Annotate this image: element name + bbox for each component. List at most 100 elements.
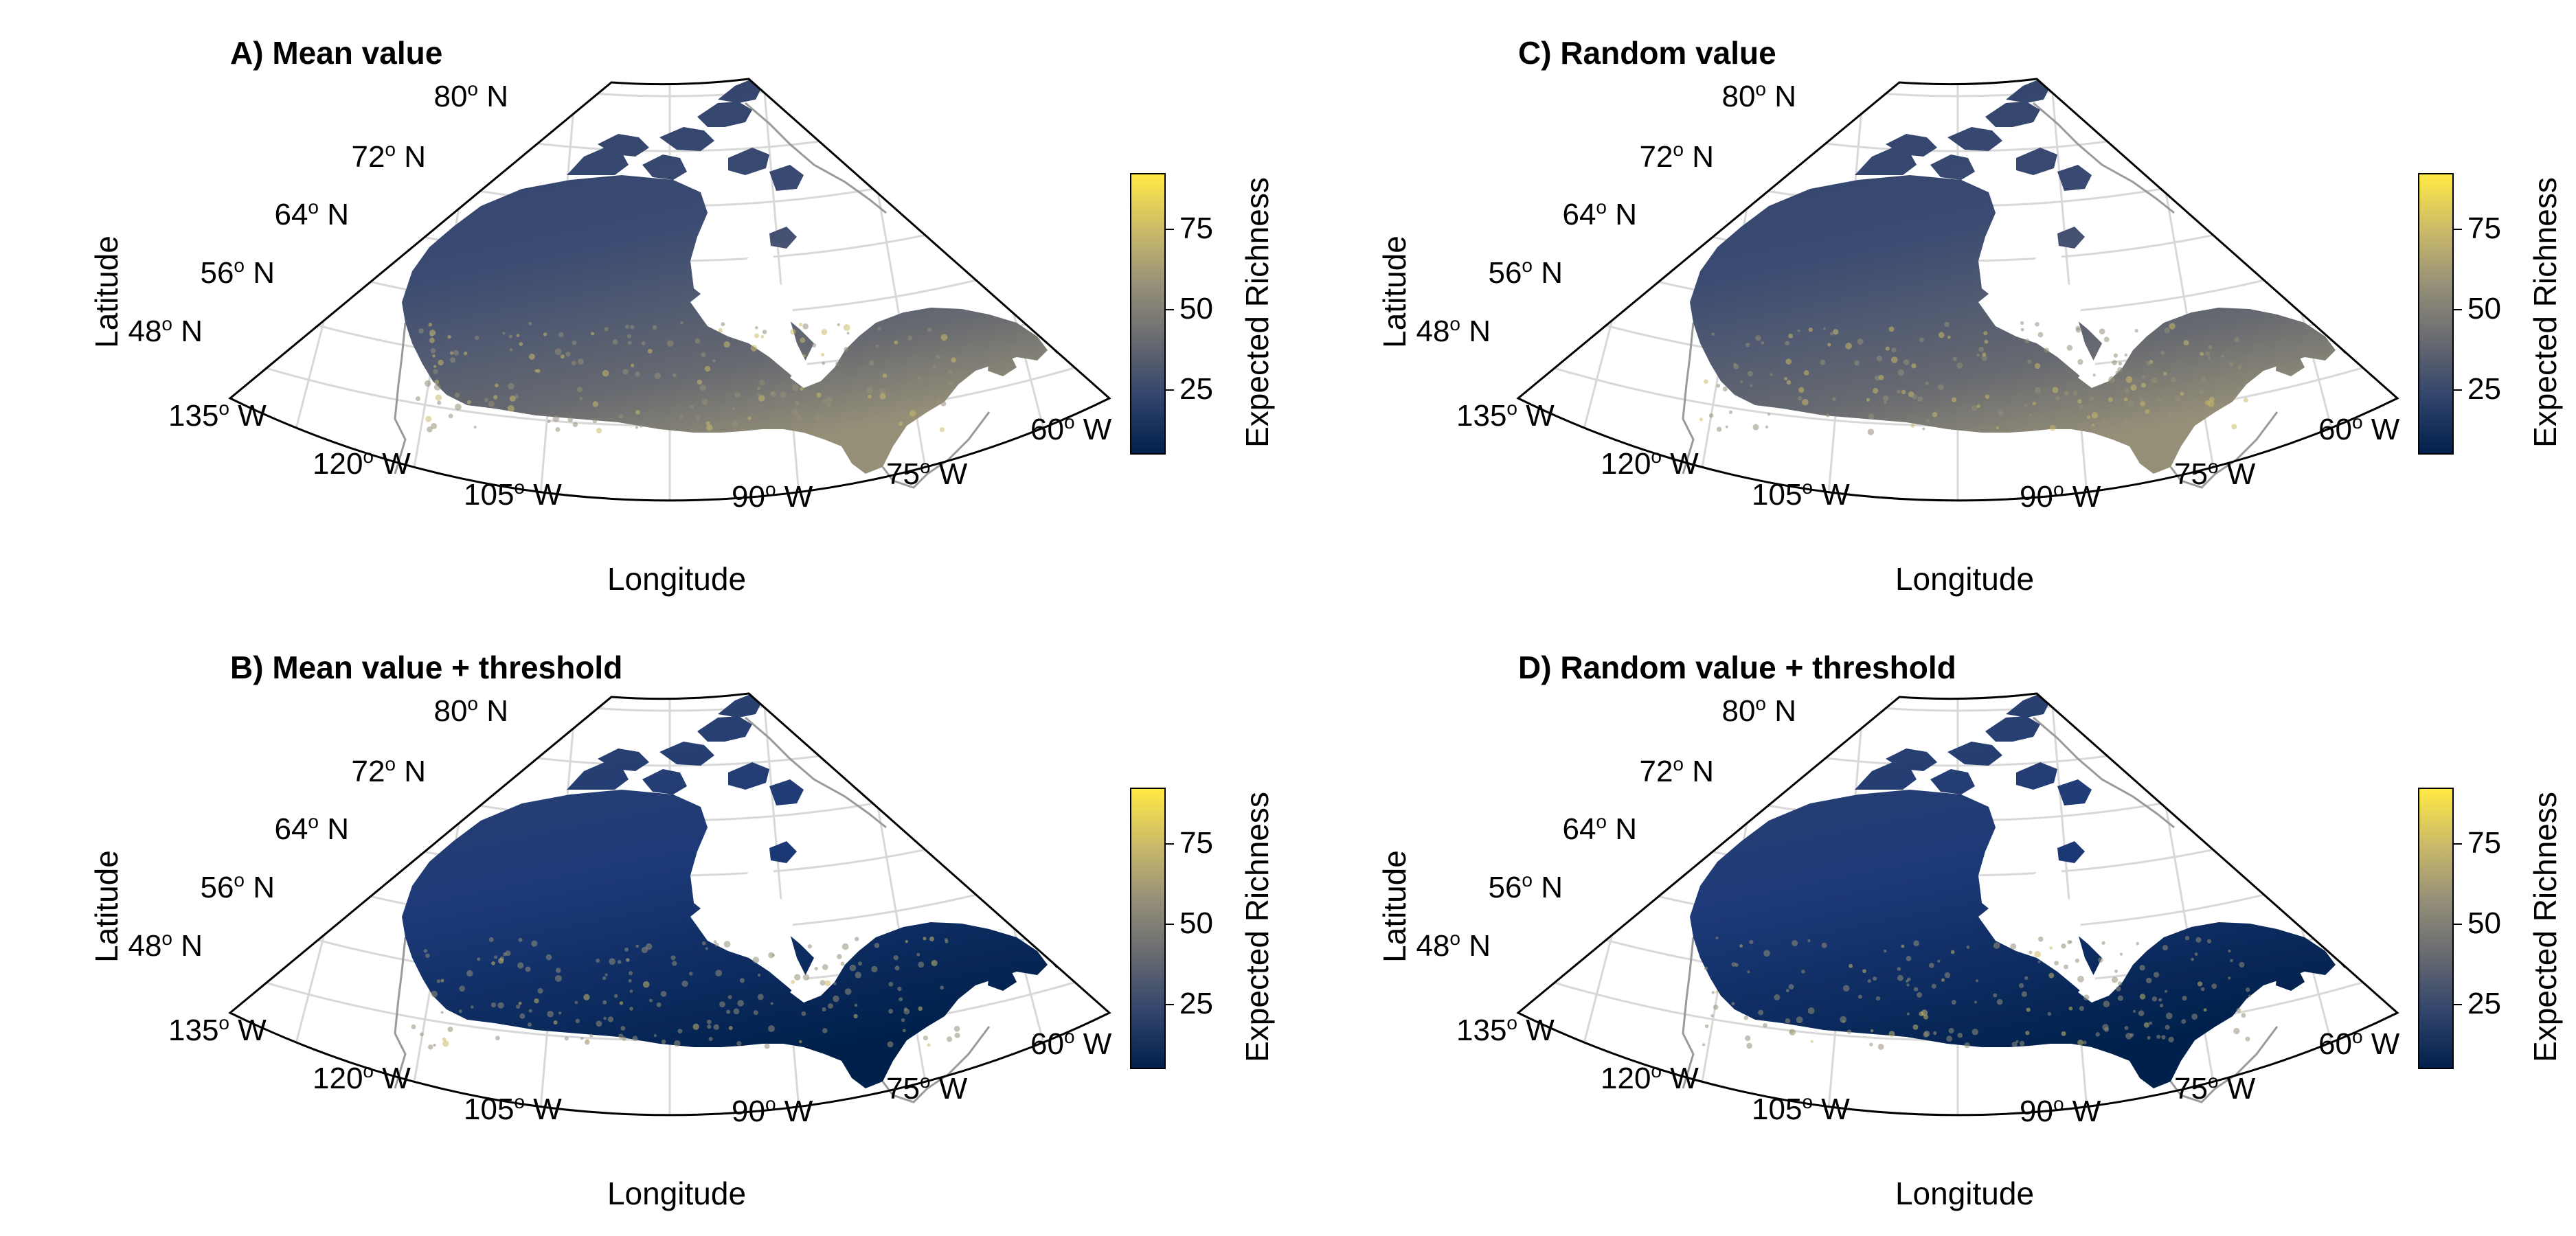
- richness-point: [1845, 343, 1852, 350]
- richness-point: [429, 337, 435, 343]
- richness-point: [1978, 346, 1985, 352]
- richness-point: [1699, 417, 1703, 422]
- richness-point: [604, 327, 609, 332]
- richness-point: [1831, 397, 1836, 402]
- richness-point: [747, 416, 752, 420]
- richness-point: [2069, 940, 2072, 943]
- richness-point: [820, 980, 826, 986]
- richness-point: [2243, 398, 2248, 403]
- richness-point: [2116, 986, 2121, 992]
- richness-point: [2077, 399, 2082, 404]
- richness-point: [2103, 1000, 2110, 1007]
- richness-point: [455, 403, 462, 411]
- richness-point: [2141, 375, 2145, 379]
- richness-point: [2127, 400, 2134, 407]
- richness-point: [2194, 952, 2198, 956]
- parallel-line: [230, 694, 1109, 767]
- richness-point: [916, 952, 920, 957]
- richness-point: [897, 986, 902, 992]
- richness-point: [1833, 329, 1839, 335]
- richness-point: [2101, 941, 2105, 945]
- richness-point: [2112, 976, 2119, 983]
- richness-point: [2099, 328, 2105, 335]
- richness-point: [939, 427, 945, 433]
- colorbar-title: Expected Richness: [2527, 177, 2563, 448]
- richness-point: [713, 1024, 719, 1030]
- richness-point: [760, 334, 765, 339]
- latitude-tick-label: 72o N: [351, 753, 426, 788]
- richness-point: [2205, 351, 2211, 356]
- richness-point: [509, 395, 516, 402]
- colorbar-tick-mark: [2452, 229, 2462, 231]
- richness-point: [2048, 972, 2055, 978]
- richness-point: [2047, 1011, 2052, 1016]
- richness-point: [1763, 950, 1770, 957]
- richness-point: [1711, 991, 1715, 994]
- richness-point: [2145, 977, 2152, 984]
- richness-point: [814, 966, 818, 971]
- richness-point: [447, 1027, 453, 1033]
- latitude-tick-label: 80o N: [433, 693, 508, 728]
- richness-point: [466, 970, 473, 977]
- colorbar-gradient: [1130, 173, 1166, 455]
- richness-speckle: [1699, 321, 2248, 435]
- richness-point: [2180, 391, 2184, 396]
- richness-point: [679, 321, 683, 325]
- richness-point: [1803, 370, 1809, 376]
- richness-point: [2228, 976, 2231, 980]
- richness-point: [679, 414, 684, 420]
- richness-point: [2037, 960, 2041, 963]
- latitude-tick-label: 64o N: [1562, 811, 1637, 846]
- richness-point: [432, 354, 436, 358]
- richness-point: [882, 373, 888, 378]
- richness-point: [888, 1009, 894, 1014]
- richness-point: [940, 985, 945, 990]
- richness-point: [1870, 1029, 1874, 1033]
- richness-point: [874, 943, 880, 948]
- richness-point: [628, 971, 633, 976]
- map-canvas: [1516, 78, 2399, 502]
- richness-point: [871, 965, 878, 973]
- richness-point: [628, 978, 632, 983]
- richness-point: [2200, 987, 2205, 992]
- richness-speckle: [411, 936, 960, 1050]
- neighbor-outlines: [394, 102, 991, 489]
- richness-point: [2037, 332, 2044, 338]
- colorbar-title: Expected Richness: [2527, 792, 2563, 1062]
- richness-point: [1951, 397, 1957, 402]
- richness-point: [1785, 341, 1790, 346]
- richness-point: [752, 957, 760, 963]
- richness-point: [1868, 413, 1875, 420]
- richness-point: [547, 420, 551, 424]
- richness-point: [477, 957, 481, 961]
- richness-point: [656, 1002, 662, 1007]
- richness-point: [567, 417, 573, 422]
- richness-point: [624, 947, 629, 952]
- richness-point: [918, 1006, 923, 1011]
- richness-point: [545, 954, 552, 961]
- richness-point: [1725, 425, 1728, 428]
- richness-point: [1922, 427, 1925, 431]
- richness-point: [2139, 994, 2146, 1000]
- richness-point: [509, 348, 513, 352]
- atlantic-coast-outline: [881, 1026, 991, 1103]
- longitude-tick-label: 75o W: [886, 1071, 968, 1106]
- richness-point: [612, 339, 618, 345]
- neighbor-outlines: [394, 716, 991, 1103]
- richness-point: [2024, 403, 2028, 407]
- richness-point: [918, 961, 925, 968]
- richness-point: [2064, 391, 2069, 396]
- richness-point: [2221, 354, 2224, 358]
- richness-point: [2132, 1009, 2136, 1013]
- richness-point: [927, 1043, 931, 1047]
- richness-point: [2124, 1026, 2129, 1031]
- richness-point: [1798, 396, 1803, 401]
- latitude-tick-label: 48o N: [1416, 313, 1491, 348]
- richness-point: [603, 1016, 607, 1020]
- richness-point: [641, 341, 646, 345]
- richness-point: [923, 937, 927, 941]
- richness-point: [736, 1041, 742, 1046]
- richness-point: [660, 991, 667, 997]
- richness-point: [592, 419, 597, 424]
- longitude-tick-label: 105o W: [464, 477, 562, 512]
